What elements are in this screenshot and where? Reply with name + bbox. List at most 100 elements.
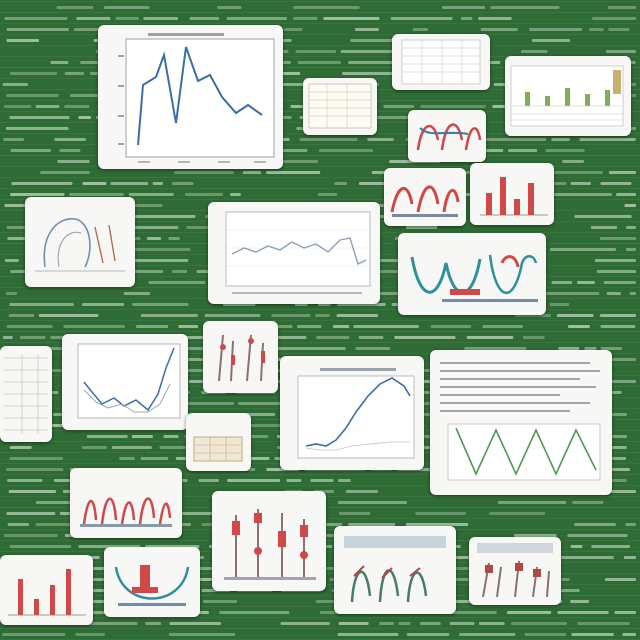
scribble-stroke xyxy=(217,6,242,9)
table-figure xyxy=(308,83,372,129)
scribble-stroke xyxy=(353,325,419,328)
scribble-stroke xyxy=(600,347,622,350)
scribble-stroke xyxy=(607,6,636,9)
scribble-stroke xyxy=(379,622,394,625)
scribble-stroke xyxy=(112,446,152,449)
illustration-figure xyxy=(80,497,172,527)
scribble-stroke xyxy=(626,226,636,229)
scribble-stroke xyxy=(600,182,632,185)
illustration-card xyxy=(408,110,486,162)
scribble-stroke xyxy=(299,138,358,141)
line-chart-figure xyxy=(297,368,415,459)
scribble-stroke xyxy=(75,633,105,636)
scribble-stroke xyxy=(242,171,262,174)
scribble-stroke xyxy=(8,314,35,317)
line-chart-card xyxy=(62,334,188,430)
scribble-stroke xyxy=(334,182,348,185)
scribble-stroke xyxy=(570,545,583,548)
scribble-stroke xyxy=(69,193,124,196)
scribble-stroke xyxy=(449,622,475,625)
scribble-stroke xyxy=(524,633,567,636)
scribble-stroke xyxy=(596,270,636,273)
scribble-stroke xyxy=(244,413,275,416)
scribble-stroke xyxy=(11,182,73,185)
scribble-stroke xyxy=(64,72,85,75)
scribble-stroke xyxy=(464,347,527,350)
bar-chart-figure xyxy=(480,177,548,216)
scribble-stroke xyxy=(600,325,636,328)
line-chart-figure xyxy=(77,343,181,419)
scribble-stroke xyxy=(147,237,161,240)
scribble-stroke xyxy=(337,633,399,636)
scribble-stroke xyxy=(589,28,604,31)
scribble-stroke xyxy=(549,303,570,306)
scribble-stroke xyxy=(482,325,523,328)
scribble-stroke xyxy=(579,138,636,141)
illustration-figure xyxy=(477,543,553,598)
illustration-figure xyxy=(344,536,446,603)
scribble-stroke xyxy=(514,534,557,537)
scribble-stroke xyxy=(394,336,456,339)
bar-chart-figure xyxy=(8,569,86,616)
illustration-card xyxy=(203,321,278,393)
scribble-stroke xyxy=(10,270,28,273)
scribble-stroke xyxy=(293,17,318,20)
scribble-stroke xyxy=(548,193,612,196)
scribble-stroke xyxy=(9,545,72,548)
scribble-stroke xyxy=(545,149,585,152)
scribble-stroke xyxy=(140,314,198,317)
scribble-stroke xyxy=(484,138,547,141)
scribble-stroke xyxy=(406,633,450,636)
scribble-stroke xyxy=(6,325,53,328)
scribble-stroke xyxy=(9,303,74,306)
scribble-stroke xyxy=(600,314,636,317)
scribble-stroke xyxy=(480,28,518,31)
scribble-stroke xyxy=(591,545,630,548)
scribble-stroke xyxy=(276,347,346,350)
scribble-stroke xyxy=(623,556,636,559)
scribble-stroke xyxy=(355,28,379,31)
scribble-stroke xyxy=(4,17,68,20)
scribble-stroke xyxy=(338,622,369,625)
scribble-stroke xyxy=(5,292,18,295)
scribble-stroke xyxy=(168,237,180,240)
scribble-stroke xyxy=(19,336,46,339)
scribble-stroke xyxy=(271,314,311,317)
sketch-card xyxy=(25,197,135,287)
illustration-card xyxy=(70,468,182,538)
scribble-stroke xyxy=(532,39,570,42)
scribble-stroke xyxy=(226,17,287,20)
illustration-card xyxy=(104,547,200,617)
scribble-stroke xyxy=(2,83,28,86)
scribble-stroke xyxy=(310,479,334,482)
scribble-stroke xyxy=(507,611,552,614)
scribble-stroke xyxy=(82,446,107,449)
scribble-stroke xyxy=(169,622,221,625)
scribble-stroke xyxy=(398,622,411,625)
scribble-stroke xyxy=(520,50,548,53)
scribble-stroke xyxy=(358,336,384,339)
scribble-stroke xyxy=(9,457,63,460)
scribble-stroke xyxy=(508,149,538,152)
scribble-stroke xyxy=(145,622,161,625)
scribble-stroke xyxy=(148,281,206,284)
table-figure xyxy=(4,354,48,434)
scribble-stroke xyxy=(570,600,590,603)
scribble-stroke xyxy=(64,105,90,108)
scribble-stroke xyxy=(420,105,486,108)
scribble-stroke xyxy=(557,611,609,614)
scribble-stroke xyxy=(577,622,630,625)
scribble-stroke xyxy=(466,336,514,339)
scribble-stroke xyxy=(3,105,32,108)
scribble-stroke xyxy=(592,17,636,20)
table-card xyxy=(392,34,490,90)
scribble-stroke xyxy=(168,633,236,636)
scribble-stroke xyxy=(606,50,636,53)
scribble-stroke xyxy=(7,523,29,526)
scribble-stroke xyxy=(367,138,394,141)
scribble-stroke xyxy=(172,270,188,273)
scribble-stroke xyxy=(594,259,636,262)
scribble-stroke xyxy=(7,479,43,482)
illustration-figure xyxy=(410,254,538,302)
